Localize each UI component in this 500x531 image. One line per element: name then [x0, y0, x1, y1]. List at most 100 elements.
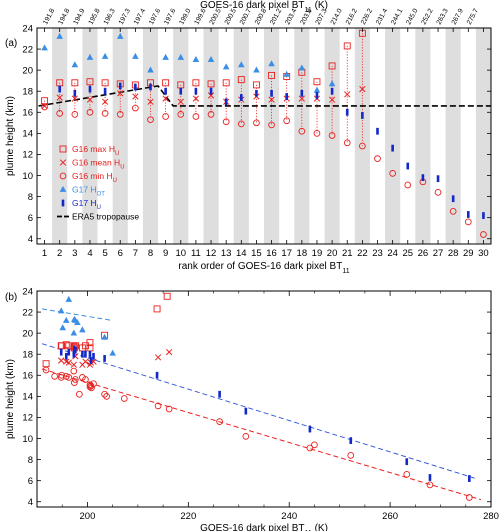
x-tick-label: 17	[281, 248, 292, 259]
grey-column	[294, 28, 310, 244]
data-point	[65, 295, 73, 302]
data-point	[436, 175, 440, 183]
data-point	[359, 85, 366, 93]
data-point	[244, 407, 248, 415]
data-point	[147, 66, 154, 73]
data-point	[117, 90, 124, 97]
data-point	[207, 56, 215, 63]
data-point	[283, 117, 291, 125]
fit-line	[41, 343, 477, 480]
data-point	[162, 79, 170, 87]
data-point	[237, 120, 245, 128]
panel-label: (b)	[5, 292, 17, 303]
x-tick-label: 15	[251, 248, 262, 259]
data-point	[155, 371, 159, 379]
data-point	[103, 393, 110, 400]
data-point	[71, 111, 79, 118]
data-point	[344, 91, 351, 98]
data-point	[328, 80, 336, 87]
data-point	[101, 52, 109, 59]
data-point	[86, 96, 94, 103]
x-tick-label: 26	[418, 248, 429, 259]
x-tick-label: 14	[236, 248, 247, 259]
data-point	[71, 376, 79, 383]
x-tick-label: 260	[382, 511, 398, 522]
x-tick-label: 220	[180, 511, 196, 522]
data-point	[480, 231, 487, 238]
x-tick-label: 18	[297, 248, 308, 259]
data-point	[268, 71, 276, 79]
data-point	[65, 374, 73, 381]
data-point	[72, 350, 76, 358]
x-tick-label: 24	[387, 248, 398, 259]
y-tick-label: 12	[22, 413, 33, 424]
data-point	[311, 441, 318, 449]
data-point	[343, 42, 351, 50]
data-point	[253, 119, 260, 127]
top-tick-label: 263.3	[436, 7, 450, 25]
x-tick-label: 28	[448, 248, 459, 259]
data-point	[207, 111, 215, 118]
x-tick-label: 16	[266, 248, 277, 259]
x-tick-label: 22	[357, 248, 368, 259]
data-point	[451, 195, 455, 203]
grey-column	[475, 28, 491, 244]
x-tick-label: 11	[191, 248, 201, 259]
x-tick-label: 20	[327, 248, 338, 259]
grey-column	[354, 28, 370, 244]
x-tick-label: 6	[118, 248, 123, 259]
x-tick-label: 2	[57, 248, 62, 259]
data-point	[177, 111, 185, 118]
data-point	[134, 83, 137, 91]
data-point	[74, 319, 81, 326]
grey-column	[82, 28, 98, 244]
x-tick-label: 1	[42, 248, 47, 259]
data-point	[426, 481, 434, 489]
y-tick-label: 24	[22, 286, 33, 297]
data-point	[224, 98, 228, 106]
data-point	[349, 437, 353, 445]
data-point	[298, 95, 305, 102]
panel-label: (a)	[5, 38, 17, 49]
grey-column	[415, 28, 431, 244]
data-point	[237, 76, 245, 84]
top-tick-label: 226.2	[360, 7, 374, 25]
data-point	[283, 70, 290, 77]
data-point	[67, 348, 71, 356]
grey-column	[173, 28, 189, 244]
legend-label: G16 max HU	[72, 144, 119, 157]
data-point	[315, 92, 319, 99]
y-tick-label: 20	[22, 65, 33, 76]
y-tick-label: 22	[22, 307, 33, 318]
data-point	[88, 85, 92, 93]
data-point	[253, 66, 260, 73]
x-tick-label: 4	[87, 248, 92, 259]
x-axis-title: rank order of GOES-16 dark pixel BT11	[178, 261, 349, 275]
data-point	[268, 96, 275, 103]
y-tick-label: 14	[22, 392, 33, 403]
data-point	[328, 96, 336, 103]
data-point	[285, 93, 288, 100]
data-point	[132, 52, 139, 59]
data-point	[268, 60, 275, 67]
data-point	[116, 111, 124, 118]
top-tick-label: 194.9	[72, 7, 86, 25]
grey-column	[142, 28, 159, 244]
data-point	[101, 390, 108, 398]
data-point	[218, 390, 221, 398]
data-point	[103, 87, 107, 95]
data-point	[42, 366, 50, 374]
data-point	[64, 352, 68, 360]
y-axis-title: plume height (km)	[5, 96, 16, 176]
top-tick-label: 275.7	[466, 7, 480, 25]
data-point	[242, 433, 250, 440]
data-point	[222, 63, 230, 70]
data-point	[177, 98, 184, 105]
data-point	[298, 64, 306, 71]
x-axis-title: GOES-16 dark pixel BT11 (K)	[200, 523, 328, 531]
x-tick-label: 25	[402, 248, 413, 259]
grey-column	[112, 28, 128, 244]
data-point	[153, 305, 161, 313]
